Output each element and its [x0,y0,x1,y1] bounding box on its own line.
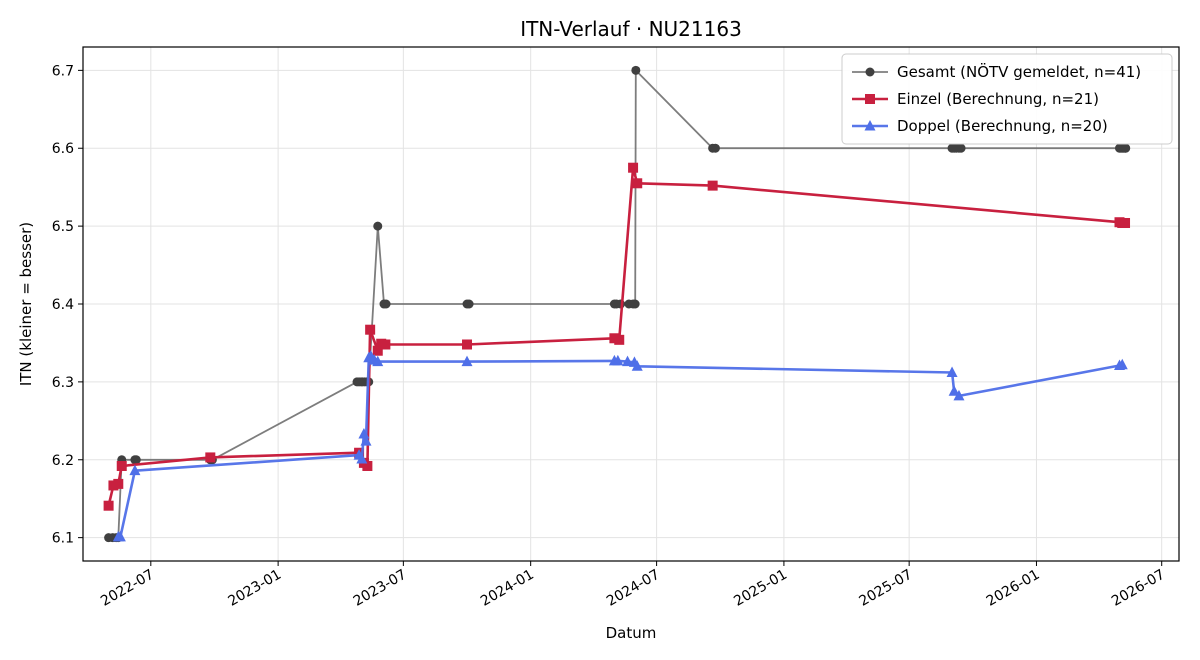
x-tick-label: 2023-07 [351,567,410,610]
data-point [1121,143,1131,153]
data-point [114,530,126,542]
data-point [948,385,960,396]
data-point [461,355,473,367]
series-3 [112,350,1128,542]
data-point [360,435,372,446]
x-tick-label: 2026-01 [984,567,1043,610]
y-tick-label: 6.2 [52,453,74,469]
x-tick-label: 2024-01 [478,567,537,610]
data-point [632,178,643,189]
data-point [103,500,114,511]
data-point [710,143,720,153]
x-tick-label: 2023-01 [225,567,284,610]
data-point [205,452,216,463]
data-point [631,65,641,75]
x-tick-label: 2026-07 [1109,567,1168,610]
data-point [612,354,624,366]
y-tick-label: 6.7 [52,63,74,79]
data-point [372,345,383,356]
y-axis-label: ITN (kleiner = besser) [17,222,35,386]
x-tick-label: 2022-07 [98,567,157,610]
legend: Gesamt (NÖTV gemeldet, n=41) Einzel (Bere… [841,53,1173,145]
data-point [464,299,474,309]
series-2 [103,162,1131,511]
legend-entry: Einzel (Berechnung, n=21) [897,90,1099,108]
data-point [953,389,965,401]
data-point [707,180,718,191]
chart-title: ITN-Verlauf · NU21163 [520,17,742,41]
legend-entry: Doppel (Berechnung, n=20) [897,117,1108,135]
data-point [614,334,625,345]
y-tick-label: 6.1 [52,531,74,547]
x-tick-label: 2025-07 [856,567,915,610]
x-tick-label: 2025-01 [731,567,790,610]
legend-marker [864,120,876,131]
legend-marker [865,94,875,104]
series-layer [103,65,1131,543]
data-point [116,460,127,471]
y-tick-label: 6.5 [52,219,74,235]
y-tick-label: 6.6 [52,141,74,157]
data-point [1120,218,1131,229]
data-point [372,355,384,367]
data-point [630,299,640,309]
data-point [946,366,958,378]
data-point [365,324,376,335]
data-point [380,339,391,350]
data-point [356,452,368,464]
data-point [129,464,141,476]
data-point [956,143,966,153]
data-point [381,299,391,309]
x-tick-label: 2024-07 [604,567,663,610]
data-point [113,478,124,489]
data-point [362,460,373,471]
data-point [622,355,634,367]
data-point [628,162,639,173]
data-point [373,221,383,231]
y-tick-label: 6.3 [52,375,74,391]
data-point [462,339,473,350]
y-tick-label: 6.4 [52,297,74,313]
legend-marker [865,67,875,77]
series-line [118,354,1123,539]
data-point [631,360,643,371]
data-point [131,455,141,465]
data-point [358,428,370,439]
data-point [1116,358,1128,370]
legend-entry: Gesamt (NÖTV gemeldet, n=41) [897,62,1141,81]
legend-box [841,53,1173,145]
x-axis-label: Datum [606,624,657,642]
